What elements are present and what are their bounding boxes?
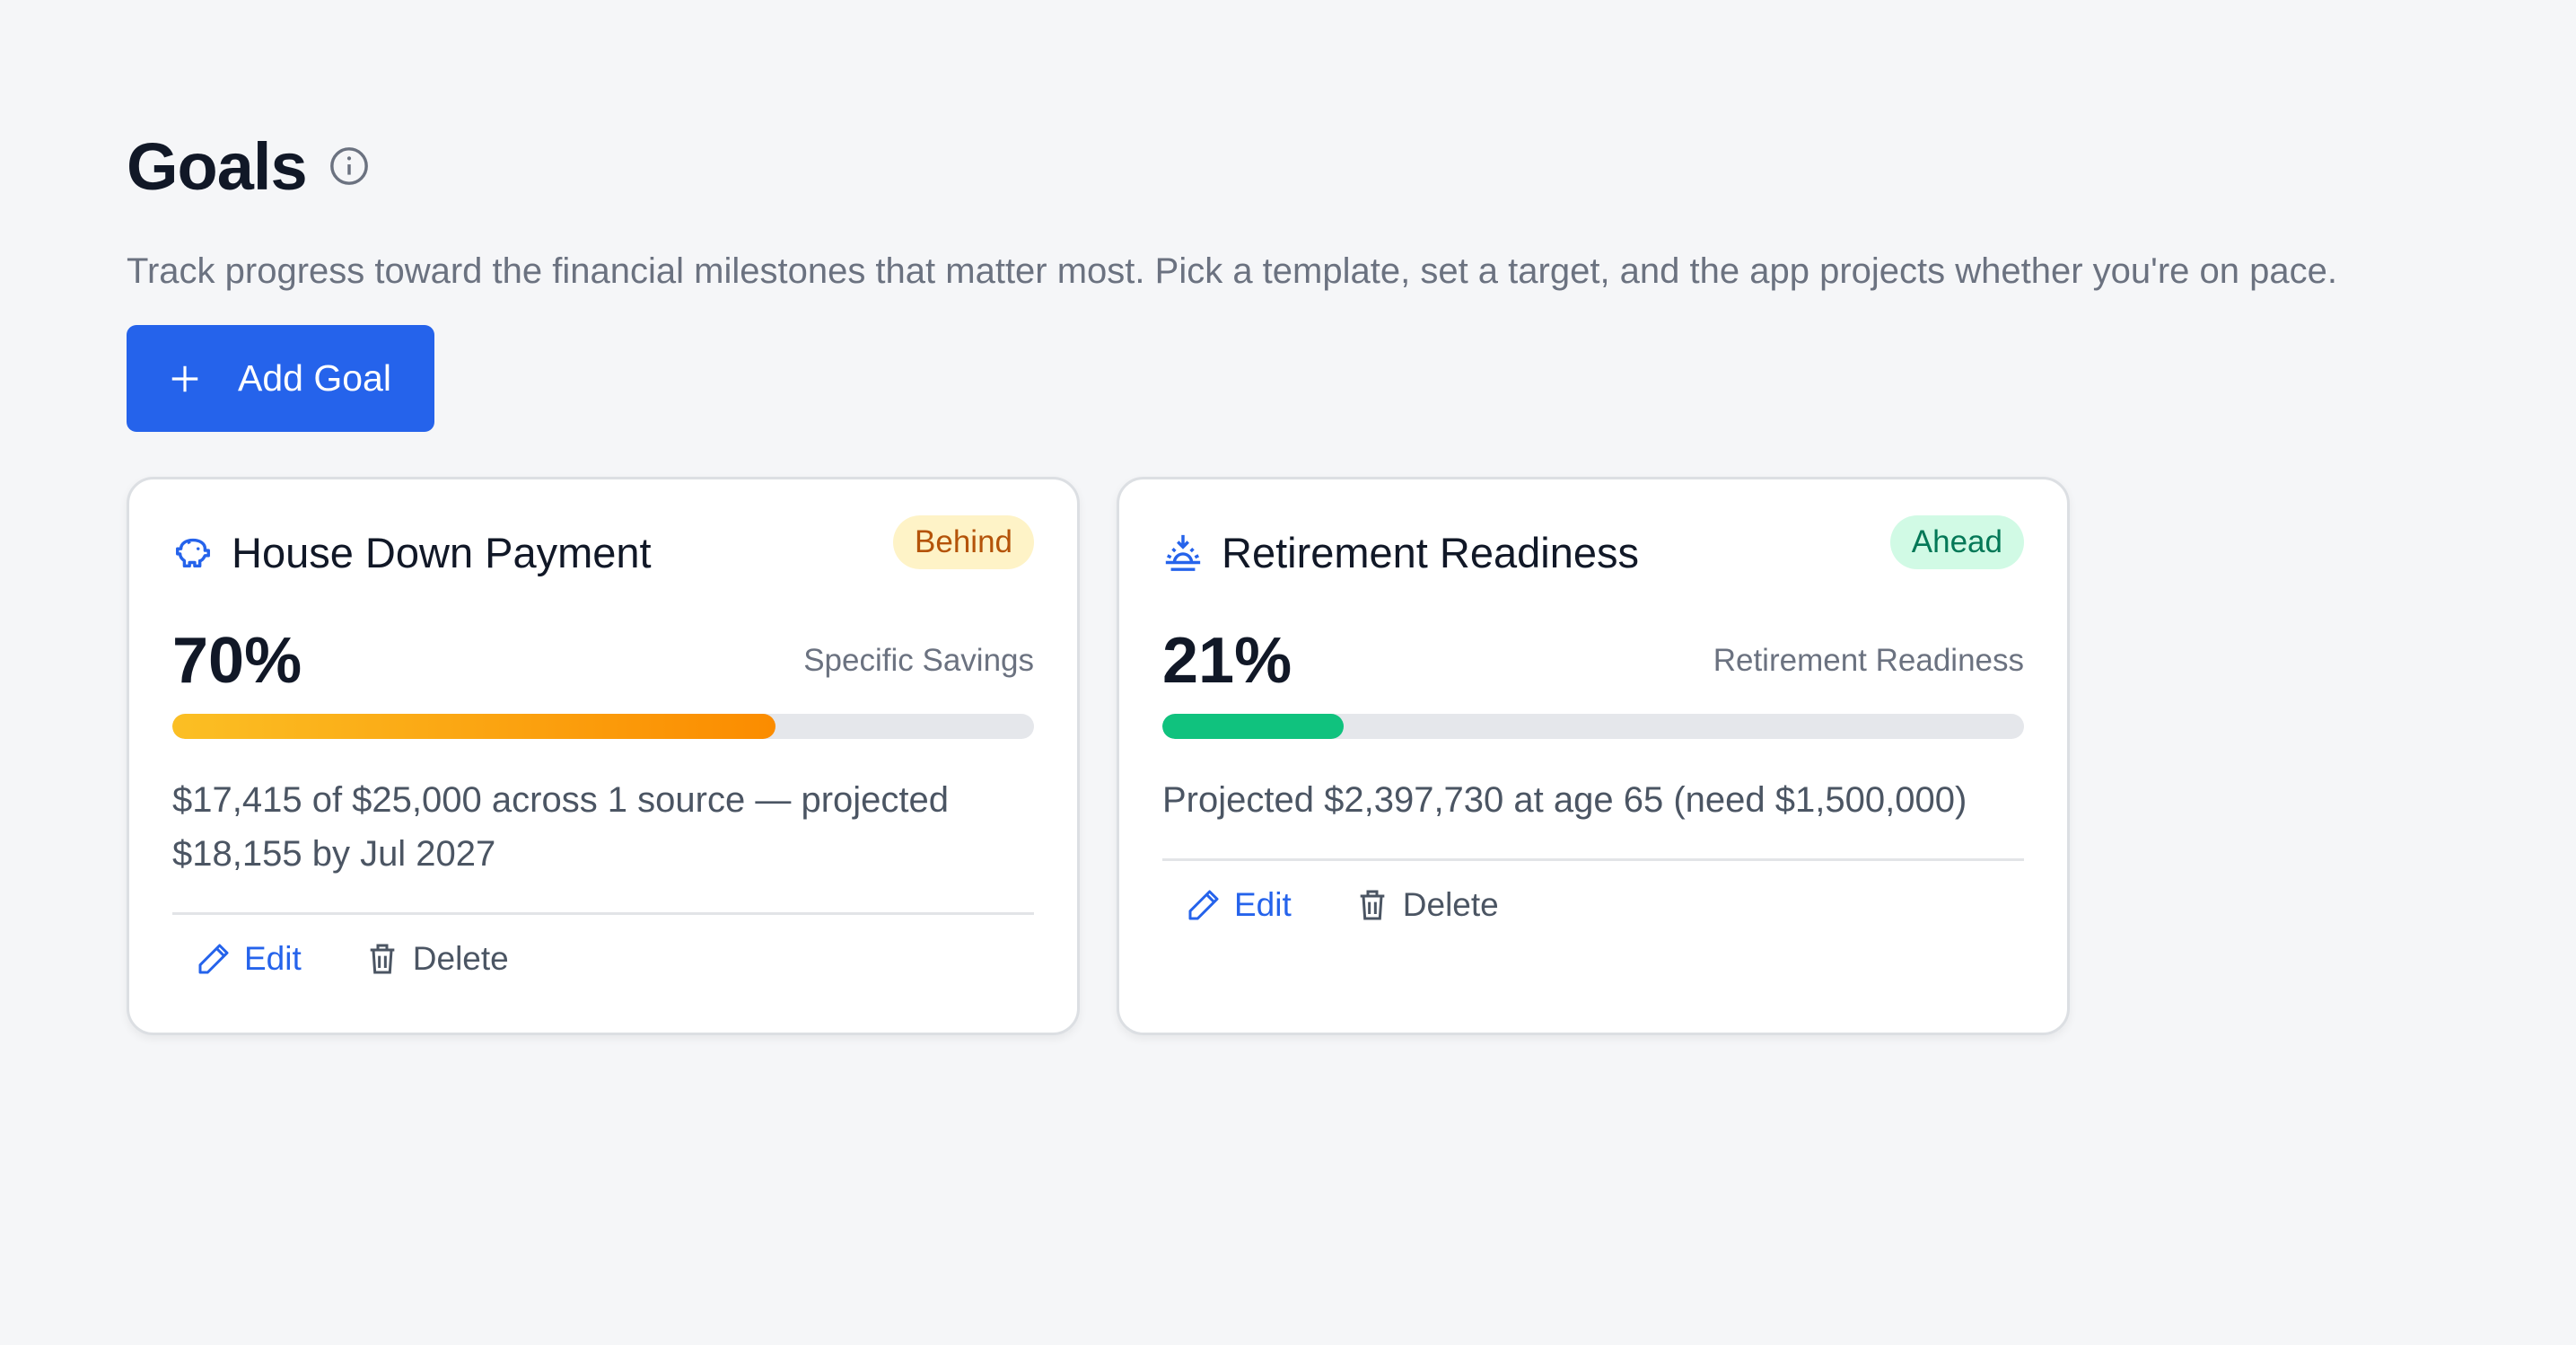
progress-track xyxy=(1162,714,2024,739)
progress-track xyxy=(172,714,1034,739)
goal-name: Retirement Readiness xyxy=(1222,528,1639,576)
goal-cards: House Down Payment Behind 70% Specific S… xyxy=(127,477,2576,1035)
page-title: Goals xyxy=(127,128,308,204)
goal-template: Retirement Readiness xyxy=(1713,643,2024,678)
goal-card[interactable]: Retirement Readiness Ahead 21% Retiremen… xyxy=(1117,477,2070,1035)
title-row: Goals xyxy=(127,126,2576,207)
edit-label: Edit xyxy=(244,940,302,977)
page-description: Track progress toward the financial mile… xyxy=(127,251,2337,291)
delete-button[interactable]: Delete xyxy=(364,940,509,978)
goal-template: Specific Savings xyxy=(803,643,1034,678)
progress-fill xyxy=(1162,714,1344,739)
divider xyxy=(1162,858,2024,861)
status-badge: Ahead xyxy=(1889,515,2024,569)
edit-label: Edit xyxy=(1234,886,1292,923)
progress-fill xyxy=(172,714,775,739)
progress-percent: 21% xyxy=(1162,625,1292,697)
goal-card[interactable]: House Down Payment Behind 70% Specific S… xyxy=(127,477,1080,1035)
goal-name: House Down Payment xyxy=(232,528,652,576)
piggy-icon xyxy=(176,538,210,568)
delete-label: Delete xyxy=(1402,886,1499,923)
divider xyxy=(172,912,1034,915)
goal-summary: Projected $2,397,730 at age 65 (need $1,… xyxy=(1162,780,1967,820)
progress-percent: 70% xyxy=(172,625,302,697)
goal-summary: $17,415 of $25,000 across 1 source — pro… xyxy=(172,780,949,874)
status-badge: Behind xyxy=(893,515,1034,569)
add-goal-button[interactable]: Add Goal xyxy=(127,325,434,432)
plus-icon xyxy=(171,365,198,391)
info-icon[interactable] xyxy=(329,145,370,187)
delete-button[interactable]: Delete xyxy=(1354,886,1499,924)
button-label: Add Goal xyxy=(238,357,391,399)
delete-label: Delete xyxy=(412,940,509,977)
edit-button[interactable]: Edit xyxy=(196,940,302,978)
edit-button[interactable]: Edit xyxy=(1186,886,1292,924)
sunrise-icon xyxy=(1165,534,1201,571)
